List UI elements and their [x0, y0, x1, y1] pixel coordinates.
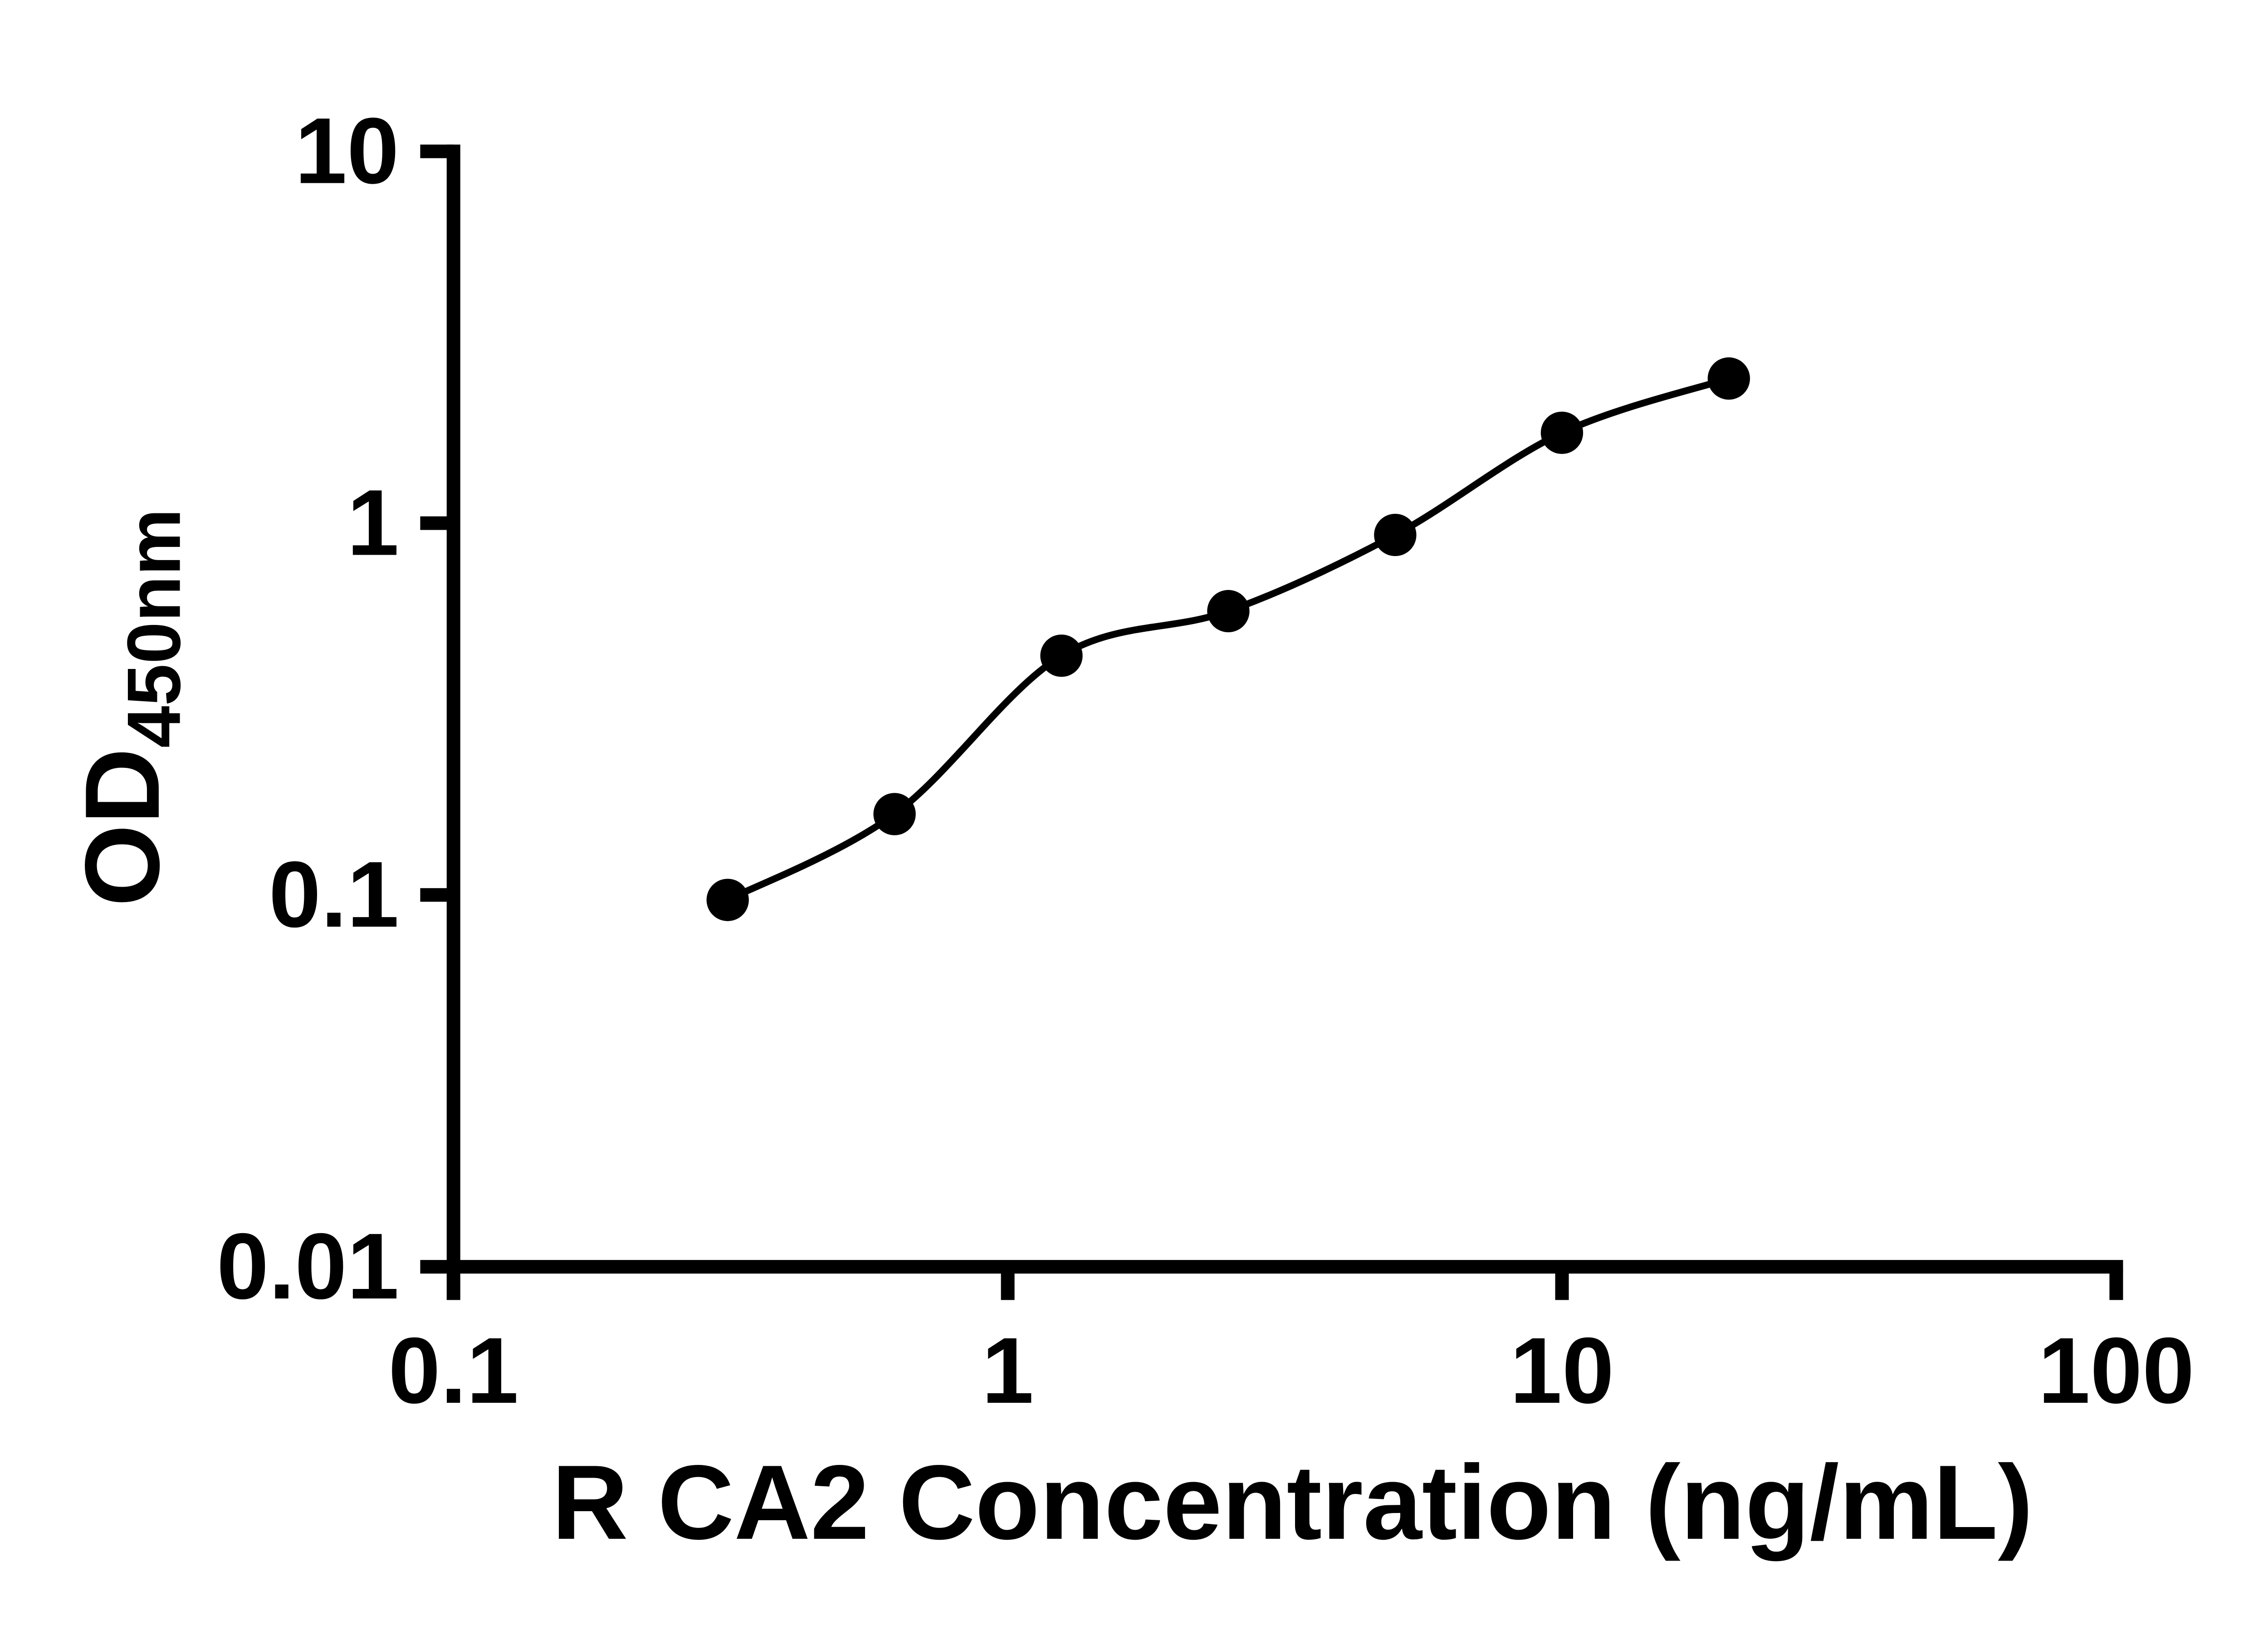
- data-point: [1707, 357, 1750, 400]
- x-axis-tick-labels: 0.1 1 10 100: [388, 1318, 2195, 1423]
- y-tick-label: 1: [347, 470, 399, 575]
- plot-area: [706, 357, 1750, 921]
- data-point: [1040, 634, 1083, 677]
- data-point: [1540, 411, 1584, 454]
- y-axis-ticks: [420, 144, 454, 1274]
- x-axis-title: R CA2 Concentration (ng/mL): [552, 1444, 2033, 1562]
- y-axis-tick-labels: 0.01 0.1 1 10: [217, 98, 399, 1318]
- y-axis-title: OD450nm: [64, 508, 196, 907]
- data-point: [1374, 513, 1417, 556]
- x-tick-label: 1: [982, 1318, 1034, 1423]
- y-tick-label: 0.01: [217, 1214, 399, 1318]
- y-tick-label: 10: [295, 98, 399, 203]
- y-tick-label: 0.1: [269, 842, 399, 947]
- x-tick-label: 100: [2038, 1318, 2195, 1423]
- x-tick-label: 0.1: [388, 1318, 518, 1423]
- data-point-series: [706, 357, 1750, 921]
- data-point: [706, 879, 749, 921]
- y-axis-title-subscript: 450nm: [112, 508, 196, 748]
- y-axis-title-main: OD: [64, 748, 181, 907]
- x-tick-label: 10: [1510, 1318, 1614, 1423]
- data-point: [1207, 590, 1250, 633]
- axis-lines: [446, 144, 2123, 1274]
- data-point: [873, 793, 916, 835]
